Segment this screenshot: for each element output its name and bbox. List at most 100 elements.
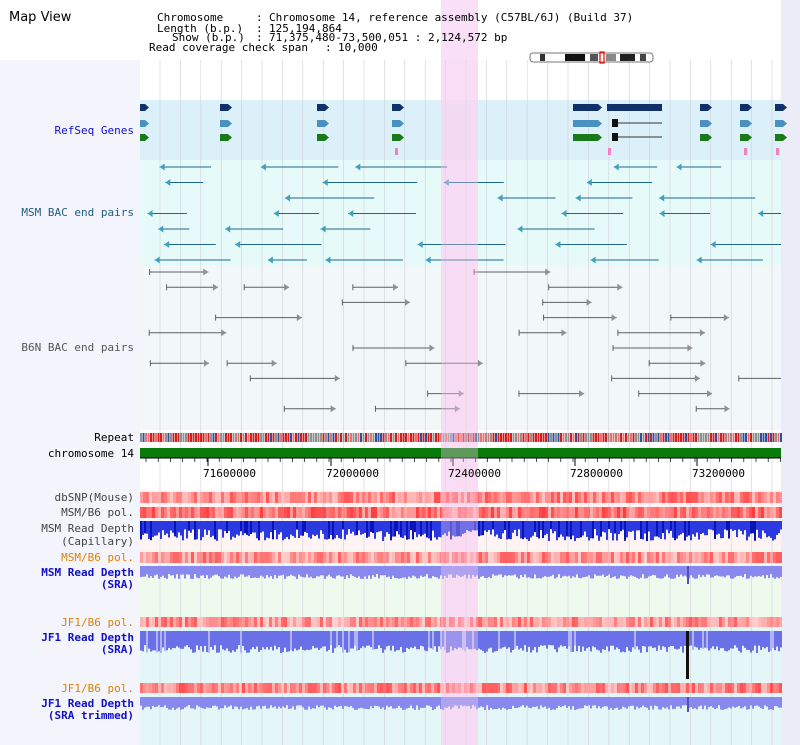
depth-bar: [324, 521, 326, 540]
repeat-segment: [337, 433, 340, 442]
depth-bar: [380, 566, 382, 576]
track-label-b6n-bac[interactable]: B6N BAC end pairs: [21, 341, 134, 354]
depth-bar: [262, 697, 264, 707]
depth-bar: [714, 697, 716, 710]
depth-bar: [728, 566, 730, 576]
track-label-chromosome[interactable]: chromosome 14: [47, 447, 134, 460]
track-label-msm-bac[interactable]: MSM BAC end pairs: [21, 206, 134, 219]
depth-bar: [712, 566, 714, 578]
repeat-segment: [492, 433, 495, 442]
polymorphism-cell: [593, 507, 596, 518]
polymorphism-cell: [146, 507, 149, 518]
gene-feature: [392, 120, 400, 127]
polymorphism-cell: [581, 492, 584, 503]
bac-end-marker: [147, 210, 153, 217]
polymorphism-cell: [566, 552, 569, 563]
depth-bar: [158, 631, 160, 652]
polymorphism-cell: [326, 492, 329, 503]
polymorphism-cell: [269, 552, 272, 563]
depth-bar: [404, 521, 406, 536]
repeat-segment: [652, 433, 655, 442]
repeat-segment: [737, 433, 740, 442]
polymorphism-cell: [425, 492, 428, 503]
polymorphism-cell: [368, 617, 371, 627]
depth-bar: [300, 566, 302, 577]
depth-bar: [248, 521, 250, 537]
depth-bar: [452, 566, 454, 578]
depth-bar: [278, 697, 280, 707]
track-label-jf1-b6-pol-2[interactable]: JF1/B6 pol.: [61, 682, 134, 695]
depth-bar: [198, 521, 200, 530]
depth-bar: [356, 631, 358, 651]
polymorphism-cell: [767, 492, 770, 503]
depth-bar: [410, 521, 412, 531]
polymorphism-cell: [578, 617, 581, 627]
track-label-refseq-genes[interactable]: RefSeq Genes: [54, 124, 134, 137]
repeat-segment: [342, 433, 345, 442]
track-label-msm-b6-pol-2[interactable]: MSM/B6 pol.: [61, 551, 134, 564]
depth-bar: [702, 566, 704, 576]
depth-bar: [436, 566, 438, 578]
track-label-msm-depth-capillary[interactable]: MSM Read Depth: [41, 522, 134, 535]
polymorphism-cell: [560, 492, 563, 503]
depth-bar: [322, 566, 324, 576]
polymorphism-cell: [740, 552, 743, 563]
track-label-dbsnp[interactable]: dbSNP(Mouse): [54, 491, 134, 504]
polymorphism-cell: [500, 617, 503, 627]
polymorphism-cell: [233, 552, 236, 563]
track-label-jf1-depth-sra[interactable]: JF1 Read Depth: [41, 631, 134, 644]
repeat-segment: [477, 433, 480, 442]
polymorphism-cell: [500, 507, 503, 518]
polymorphism-cell: [458, 492, 461, 503]
track-label-msm-depth-sra[interactable]: MSM Read Depth: [41, 566, 134, 579]
polymorphism-cell: [590, 552, 593, 563]
repeat-segment: [425, 433, 427, 442]
depth-bar: [424, 631, 426, 651]
depth-bar: [208, 697, 210, 708]
gene-feature: [317, 120, 325, 127]
polymorphism-cell: [254, 617, 257, 627]
depth-bar: [680, 631, 682, 647]
depth-bar: [546, 697, 548, 709]
polymorphism-cell: [245, 492, 248, 503]
depth-bar: [748, 521, 750, 537]
polymorphism-cell: [401, 617, 404, 627]
gene-marker: [744, 148, 747, 155]
polymorphism-cell: [455, 683, 458, 693]
depth-bar: [370, 521, 372, 532]
depth-bar: [430, 521, 432, 541]
depth-bar: [362, 631, 364, 647]
depth-bar: [728, 631, 730, 651]
depth-bar: [650, 697, 652, 706]
repeat-segment: [142, 433, 145, 442]
depth-bar: [486, 697, 488, 706]
repeat-segment: [347, 433, 350, 442]
polymorphism-cell: [344, 507, 347, 518]
polymorphism-cell: [335, 552, 338, 563]
depth-bar: [474, 631, 476, 649]
polymorphism-cell: [503, 492, 506, 503]
gene-feature: [573, 120, 598, 127]
depth-bar: [276, 631, 278, 650]
polymorphism-cell: [236, 492, 239, 503]
depth-bar: [504, 521, 506, 531]
track-label-repeat[interactable]: Repeat: [94, 431, 134, 444]
track-label-jf1-depth-trimmed[interactable]: JF1 Read Depth: [41, 697, 134, 710]
gene-arrow: [145, 120, 149, 127]
depth-bar: [450, 566, 452, 575]
depth-bar: [540, 631, 542, 646]
depth-bar: [510, 521, 512, 540]
depth-bar: [250, 566, 252, 579]
depth-bar: [296, 566, 298, 579]
depth-bar: [566, 697, 568, 708]
depth-bar: [638, 631, 640, 650]
depth-bar: [474, 521, 476, 531]
repeat-segment: [547, 433, 550, 442]
repeat-segment: [702, 433, 705, 442]
polymorphism-cell: [749, 492, 752, 503]
depth-bar: [244, 697, 246, 709]
track-label-jf1-b6-pol-1[interactable]: JF1/B6 pol.: [61, 616, 134, 629]
depth-bar: [534, 566, 536, 575]
polymorphism-cell: [311, 507, 314, 518]
track-label-msm-b6-pol-1[interactable]: MSM/B6 pol.: [61, 506, 134, 519]
